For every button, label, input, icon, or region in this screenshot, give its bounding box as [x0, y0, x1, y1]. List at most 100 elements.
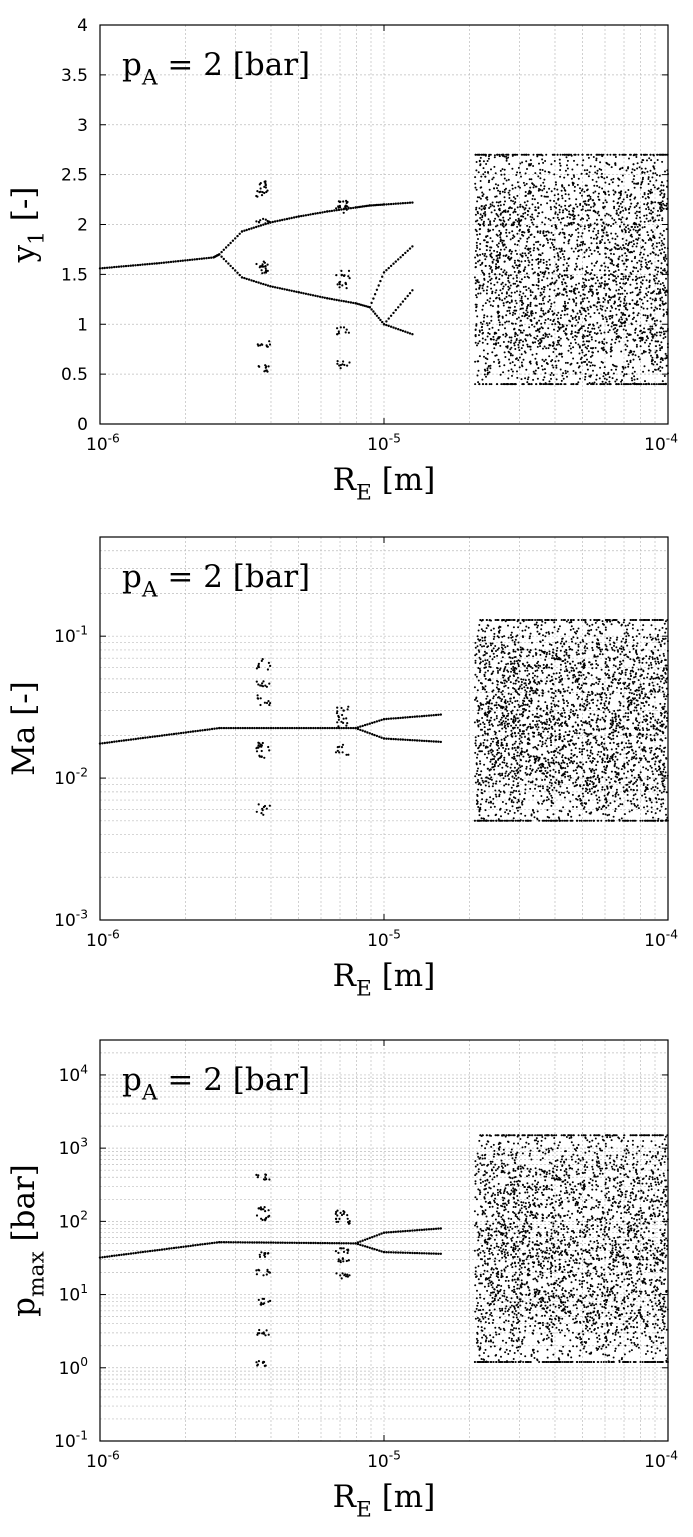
data-point	[607, 266, 610, 269]
data-point	[616, 235, 619, 238]
data-point	[504, 321, 507, 324]
data-point	[522, 181, 525, 184]
data-point	[319, 726, 322, 730]
data-point	[583, 297, 586, 300]
data-point	[501, 315, 504, 318]
data-point	[566, 167, 569, 170]
data-point	[489, 246, 492, 249]
data-point	[570, 274, 573, 277]
data-point	[545, 263, 548, 266]
data-point	[665, 330, 667, 333]
data-point	[614, 238, 617, 241]
data-point	[519, 329, 522, 332]
data-point	[511, 370, 514, 373]
data-point	[596, 276, 598, 279]
data-point	[502, 225, 505, 228]
data-point	[629, 229, 632, 232]
data-point	[379, 318, 382, 322]
data-point	[338, 364, 341, 367]
data-point	[502, 271, 505, 274]
data-point	[496, 244, 498, 246]
data-point	[651, 619, 654, 621]
data-point	[526, 307, 528, 310]
data-point	[599, 241, 602, 244]
data-point	[566, 164, 568, 167]
data-point	[328, 297, 331, 300]
data-point	[267, 661, 270, 665]
data-point	[478, 228, 481, 231]
data-point	[623, 313, 626, 316]
data-point	[646, 202, 649, 205]
data-point	[349, 726, 353, 730]
data-point	[141, 736, 145, 740]
data-point	[624, 343, 627, 346]
data-point	[592, 210, 595, 212]
data-point	[656, 282, 659, 285]
data-point	[598, 312, 601, 315]
data-point	[526, 297, 529, 300]
data-point	[627, 208, 630, 211]
data-point	[654, 368, 656, 371]
data-point	[502, 676, 505, 679]
data-point	[665, 204, 668, 207]
data-point	[316, 212, 319, 215]
data-point	[547, 231, 550, 234]
data-point	[630, 171, 633, 174]
data-point	[259, 697, 262, 700]
data-point	[408, 247, 412, 250]
data-point	[508, 189, 511, 192]
data-point	[525, 153, 528, 156]
data-point	[581, 208, 584, 211]
data-point	[563, 300, 566, 303]
data-point	[532, 165, 535, 167]
data-point	[620, 383, 623, 386]
data-point	[387, 717, 390, 720]
data-point	[537, 281, 540, 284]
data-point	[652, 172, 655, 175]
data-point	[167, 261, 170, 264]
data-point	[636, 242, 639, 245]
data-point	[502, 341, 505, 343]
data-point	[565, 290, 568, 293]
data-point	[495, 195, 498, 198]
data-point	[514, 197, 517, 200]
data-point	[553, 347, 556, 350]
data-point	[614, 162, 617, 165]
data-point	[514, 243, 516, 246]
data-point	[238, 273, 241, 277]
data-point	[593, 332, 596, 334]
data-point	[571, 316, 574, 319]
data-point	[529, 345, 532, 348]
data-point	[266, 189, 269, 192]
data-point	[639, 251, 642, 254]
data-point	[660, 239, 663, 242]
data-point	[229, 264, 232, 268]
data-point	[485, 204, 487, 207]
data-point	[514, 322, 517, 325]
data-point	[153, 262, 156, 265]
data-point	[552, 366, 555, 369]
data-point	[260, 343, 263, 346]
data-point	[633, 197, 636, 200]
data-point	[585, 204, 588, 206]
data-point	[593, 249, 596, 252]
data-point	[609, 637, 612, 639]
data-point	[646, 314, 649, 317]
data-point	[658, 214, 661, 217]
data-point	[292, 216, 296, 219]
data-point	[614, 793, 617, 796]
data-point	[618, 666, 621, 669]
data-point	[560, 189, 563, 192]
data-point	[477, 638, 480, 641]
data-point	[576, 205, 579, 208]
data-point	[633, 266, 636, 269]
data-point	[498, 256, 501, 259]
data-point	[566, 361, 569, 364]
data-point	[655, 383, 658, 386]
data-point	[539, 258, 542, 261]
data-point	[589, 288, 592, 291]
data-point	[266, 668, 269, 671]
data-point	[502, 302, 505, 305]
data-point	[246, 726, 249, 730]
data-point	[482, 223, 485, 226]
